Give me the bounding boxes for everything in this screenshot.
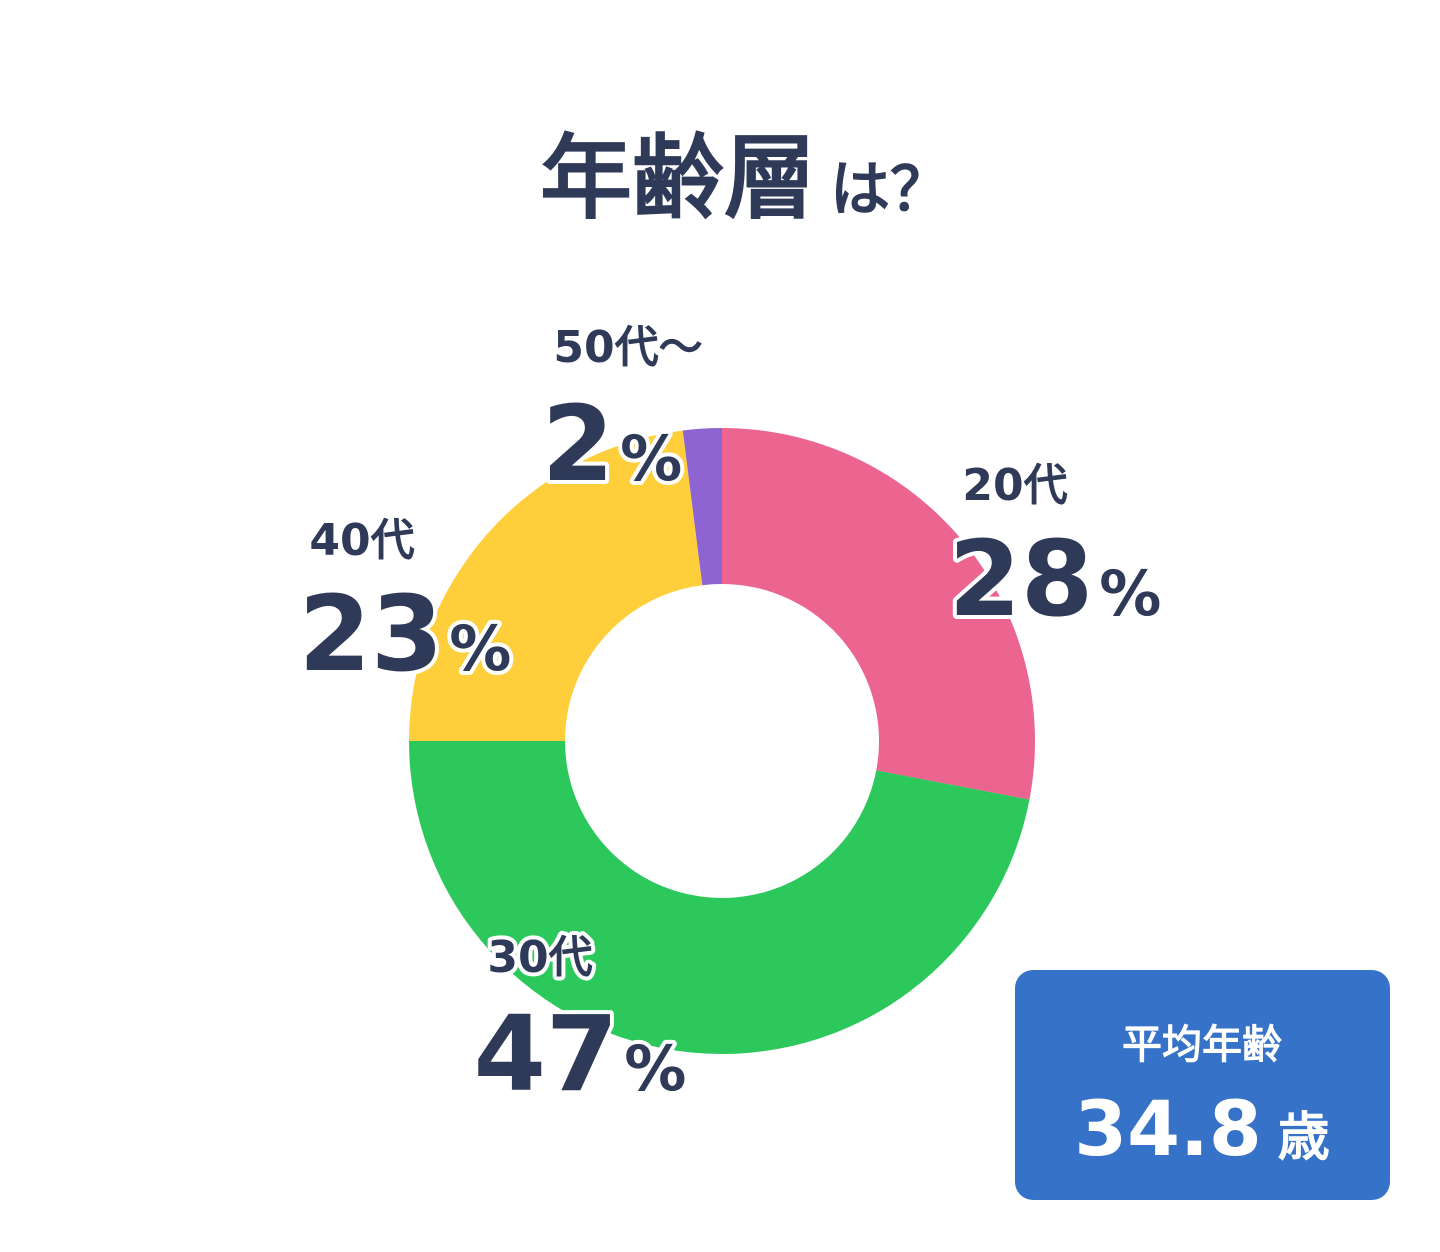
average-label: 平均年齢	[1122, 1022, 1282, 1068]
value-label: 2%	[542, 383, 683, 505]
value-label: 28%	[949, 518, 1162, 640]
category-label: 20代	[962, 460, 1067, 511]
average-box: 平均年齢 34.8 歳	[1015, 970, 1390, 1200]
category-label: 50代～	[553, 322, 702, 373]
value-label: 23%	[299, 573, 512, 695]
donut-segment	[409, 741, 1030, 1054]
chart-title: 年齢層 は？	[540, 125, 950, 232]
average-value: 34.8	[1074, 1084, 1262, 1173]
title-suffix: は？	[830, 155, 950, 225]
donut	[409, 428, 1035, 1054]
average-value-line: 34.8 歳	[1074, 1084, 1330, 1173]
labels: 20代 28% 30代 47% 40代 23% 50代～ 2%	[295, 318, 1166, 1119]
average-bg	[1015, 970, 1390, 1200]
average-unit: 歳	[1278, 1108, 1330, 1168]
donut-segment	[682, 428, 722, 586]
value-label: 47%	[474, 993, 687, 1115]
title-main: 年齢層	[540, 125, 816, 232]
category-label: 40代	[309, 515, 414, 566]
category-label: 30代	[487, 932, 592, 983]
donut-segment	[722, 428, 1035, 800]
donut-segment	[409, 430, 703, 741]
